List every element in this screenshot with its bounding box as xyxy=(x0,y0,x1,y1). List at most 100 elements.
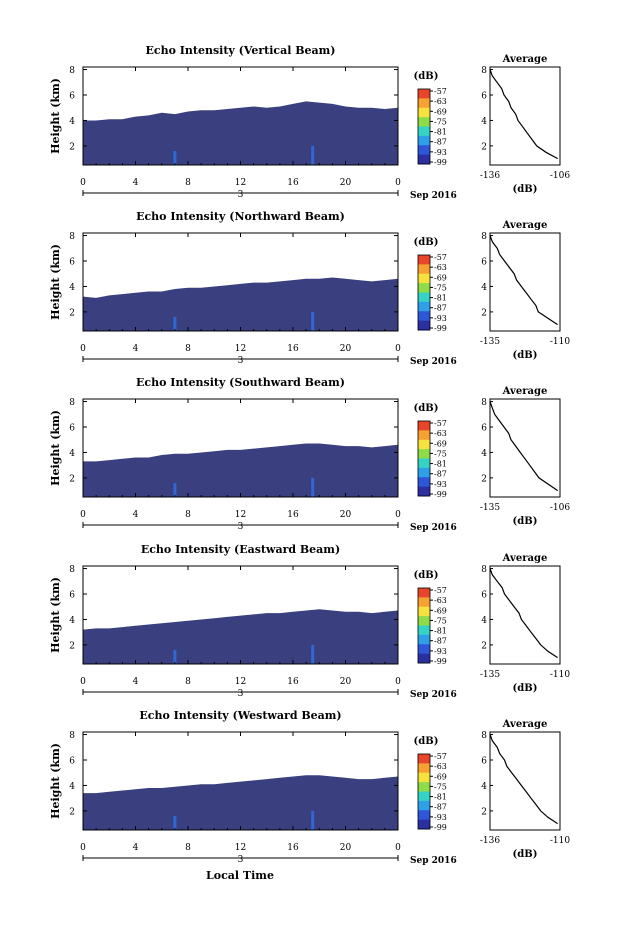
colorbar-tick-label: -63 xyxy=(434,97,447,106)
colorbar-segment xyxy=(418,89,430,99)
colorbar-segment xyxy=(418,819,430,830)
colorbar-segment xyxy=(418,283,430,293)
x-tick-label: 16 xyxy=(287,344,299,354)
colorbar-segment xyxy=(418,467,430,478)
echo-streak-0 xyxy=(173,816,177,830)
average-title: Average xyxy=(502,386,548,397)
colorbar-segment xyxy=(418,430,430,441)
x-tick-label: 12 xyxy=(235,344,246,354)
colorbar-frame xyxy=(417,420,431,497)
x-tick-label: 4 xyxy=(133,843,139,853)
panel-2: Echo Intensity (Southward Beam) 2 4 6 8 Heigh… xyxy=(49,376,570,533)
colorbar-tick-label: -87 xyxy=(434,304,447,313)
average-x-tick-right: -110 xyxy=(550,337,570,347)
average-x-tick-left: -135 xyxy=(480,670,500,680)
panel-title: Echo Intensity (Eastward Beam) xyxy=(141,543,340,556)
average-x-label: (dB) xyxy=(513,849,538,860)
colorbar-segment xyxy=(418,625,430,636)
day-label: 3 xyxy=(238,522,244,532)
colorbar-segment xyxy=(418,477,430,488)
colorbar-segment xyxy=(418,264,430,275)
colorbar-segment xyxy=(418,810,430,821)
x-tick-label: 20 xyxy=(340,510,352,520)
colorbar-tick-label: -69 xyxy=(434,107,447,116)
average-y-tick-label: 6 xyxy=(481,591,487,601)
date-label: Sep 2016 xyxy=(410,690,457,700)
colorbar-tick-label: -81 xyxy=(434,793,447,802)
average-x-tick-right: -106 xyxy=(550,503,570,513)
colorbar-segment xyxy=(418,421,430,431)
panel-4: Echo Intensity (Westward Beam) 2 4 6 8 Height… xyxy=(49,709,570,866)
x-tick-label: 4 xyxy=(133,178,139,188)
colorbar-tick-label: -99 xyxy=(434,324,447,333)
x-tick-label: 20 xyxy=(340,344,352,354)
y-tick-label: 4 xyxy=(69,117,75,127)
echo-streak-1 xyxy=(311,145,315,165)
x-tick-label: 20 xyxy=(340,178,352,188)
y-axis-label: Height (km) xyxy=(49,244,62,320)
average-x-tick-left: -135 xyxy=(480,337,500,347)
colorbar-tick-label: -63 xyxy=(434,429,447,438)
average-y-tick-label: 8 xyxy=(481,731,487,741)
average-profile-line xyxy=(489,734,558,825)
average-x-tick-right: -110 xyxy=(550,836,570,846)
colorbar-segment xyxy=(418,616,430,626)
echo-streak-1 xyxy=(311,477,315,497)
colorbar-frame xyxy=(417,254,431,331)
echo-region xyxy=(83,277,398,331)
x-tick-label: 0 xyxy=(395,178,401,188)
echo-streak-0 xyxy=(173,317,177,331)
colorbar-tick-label: -57 xyxy=(434,752,447,761)
x-tick-label: 16 xyxy=(287,677,299,687)
y-axis-label: Height (km) xyxy=(49,410,62,486)
x-tick-label: 16 xyxy=(287,178,299,188)
colorbar-tick-label: -75 xyxy=(434,283,447,292)
day-label: 3 xyxy=(238,689,244,699)
x-tick-label: 20 xyxy=(340,677,352,687)
average-y-tick-label: 4 xyxy=(481,782,487,792)
colorbar-tick-label: -81 xyxy=(434,294,447,303)
colorbar-tick-label: -99 xyxy=(434,657,447,666)
colorbar-tick-label: -63 xyxy=(434,596,447,605)
date-label: Sep 2016 xyxy=(410,357,457,367)
panel-title: Echo Intensity (Westward Beam) xyxy=(139,709,341,722)
x-tick-label: 0 xyxy=(80,677,86,687)
colorbar-unit: (dB) xyxy=(414,570,439,581)
colorbar-segment xyxy=(418,145,430,156)
y-tick-label: 4 xyxy=(69,449,75,459)
average-title: Average xyxy=(502,220,548,231)
y-axis-label: Height (km) xyxy=(49,78,62,154)
colorbar-unit: (dB) xyxy=(414,736,439,747)
colorbar-tick-label: -57 xyxy=(434,586,447,595)
colorbar-segment xyxy=(418,644,430,655)
colorbar-frame xyxy=(417,587,431,664)
colorbar-segment xyxy=(418,449,430,459)
colorbar-tick-label: -81 xyxy=(434,627,447,636)
y-tick-label: 6 xyxy=(69,757,75,767)
x-tick-label: 0 xyxy=(80,510,86,520)
echo-region xyxy=(83,775,398,830)
colorbar-tick-label: -81 xyxy=(434,128,447,137)
x-tick-label: 8 xyxy=(185,510,191,520)
y-tick-label: 4 xyxy=(69,782,75,792)
colorbar-tick-label: -63 xyxy=(434,762,447,771)
colorbar-tick-label: -57 xyxy=(434,87,447,96)
colorbar-segment xyxy=(418,117,430,127)
colorbar-segment xyxy=(418,107,430,118)
average-profile-line xyxy=(489,568,558,659)
x-tick-label: 8 xyxy=(185,843,191,853)
average-x-tick-right: -110 xyxy=(550,670,570,680)
colorbar-segment xyxy=(418,154,430,165)
y-axis-label: Height (km) xyxy=(49,743,62,819)
average-y-tick-label: 2 xyxy=(481,308,487,318)
colorbar-tick-label: -75 xyxy=(434,117,447,126)
echo-streak-0 xyxy=(173,650,177,664)
average-y-tick-label: 2 xyxy=(481,807,487,817)
x-tick-label: 0 xyxy=(395,843,401,853)
average-y-tick-label: 6 xyxy=(481,424,487,434)
colorbar-tick-label: -87 xyxy=(434,470,447,479)
average-frame xyxy=(489,232,561,332)
colorbar-segment xyxy=(418,292,430,303)
colorbar-segment xyxy=(418,486,430,497)
